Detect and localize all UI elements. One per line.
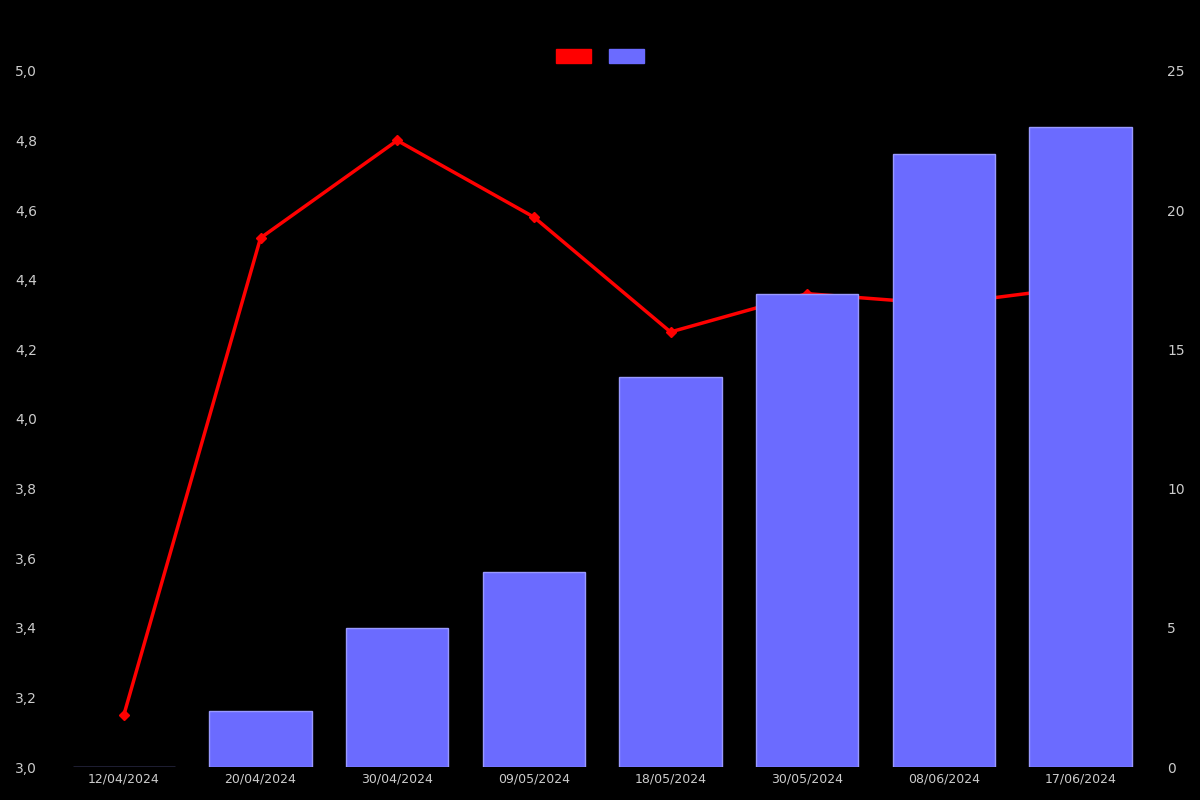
Bar [346, 628, 449, 767]
Bar [619, 378, 721, 767]
Bar [756, 294, 858, 767]
Bar [209, 711, 312, 767]
Bar [893, 154, 995, 767]
Bar [1030, 126, 1132, 767]
Legend: , : , [551, 43, 654, 69]
Bar [482, 572, 586, 767]
